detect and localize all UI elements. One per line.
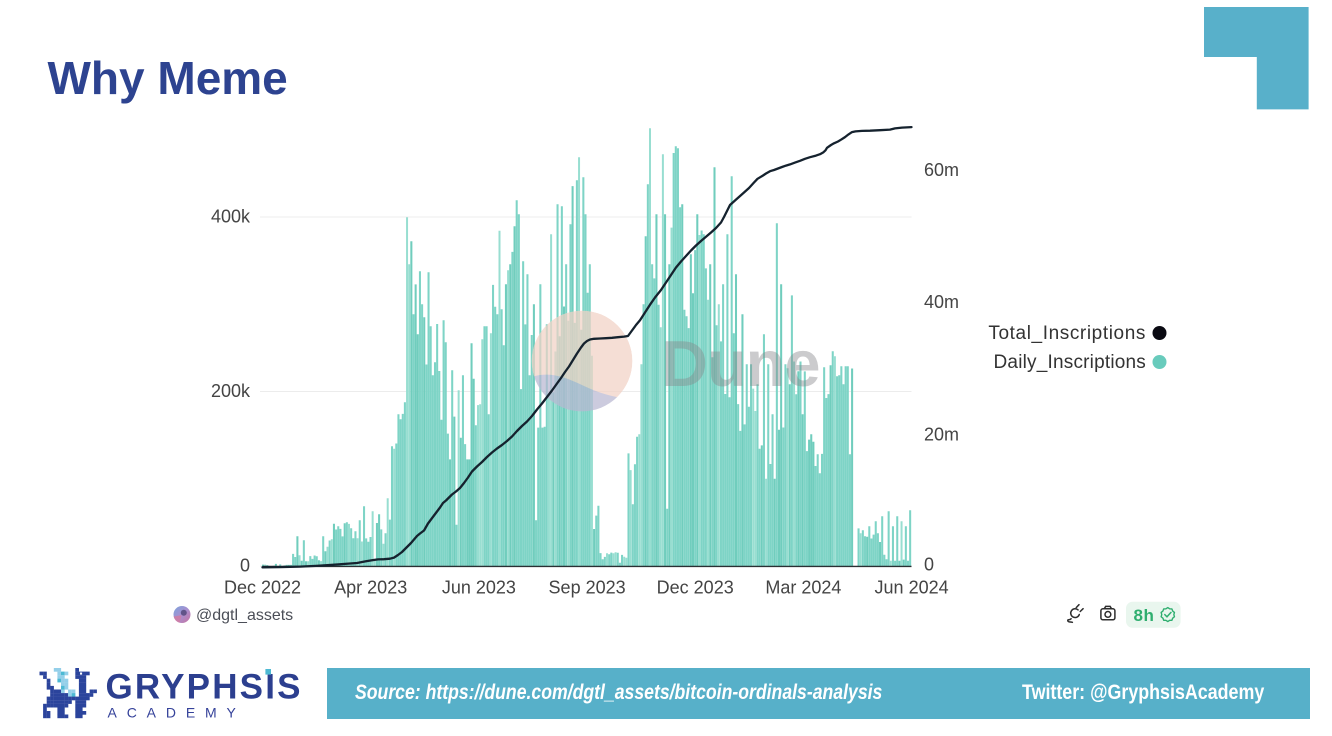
svg-text:Jun 2024: Jun 2024 (875, 578, 949, 598)
svg-text:Apr 2023: Apr 2023 (334, 578, 407, 598)
svg-text:Dec 2023: Dec 2023 (657, 578, 734, 598)
svg-text:60m: 60m (924, 160, 959, 180)
svg-text:20m: 20m (924, 425, 959, 445)
svg-text:GRYPHSIS: GRYPHSIS (106, 668, 303, 707)
svg-text:Total_Inscriptions: Total_Inscriptions (988, 323, 1146, 344)
svg-text:Daily_Inscriptions: Daily_Inscriptions (994, 352, 1147, 373)
svg-text:40m: 40m (924, 292, 959, 312)
svg-text:8h: 8h (1134, 606, 1155, 625)
svg-text:0: 0 (240, 556, 250, 576)
svg-text:Mar 2024: Mar 2024 (765, 578, 841, 598)
svg-text:@dgtl_assets: @dgtl_assets (196, 607, 293, 624)
svg-text:Dec 2022: Dec 2022 (224, 578, 301, 598)
svg-text:200k: 200k (211, 381, 251, 401)
svg-text:Dune: Dune (661, 327, 820, 400)
svg-text:Jun 2023: Jun 2023 (442, 578, 516, 598)
svg-text:ACADEMY: ACADEMY (108, 705, 246, 721)
svg-text:400k: 400k (211, 207, 251, 227)
svg-text:0: 0 (924, 555, 934, 575)
svg-text:Sep 2023: Sep 2023 (549, 578, 626, 598)
